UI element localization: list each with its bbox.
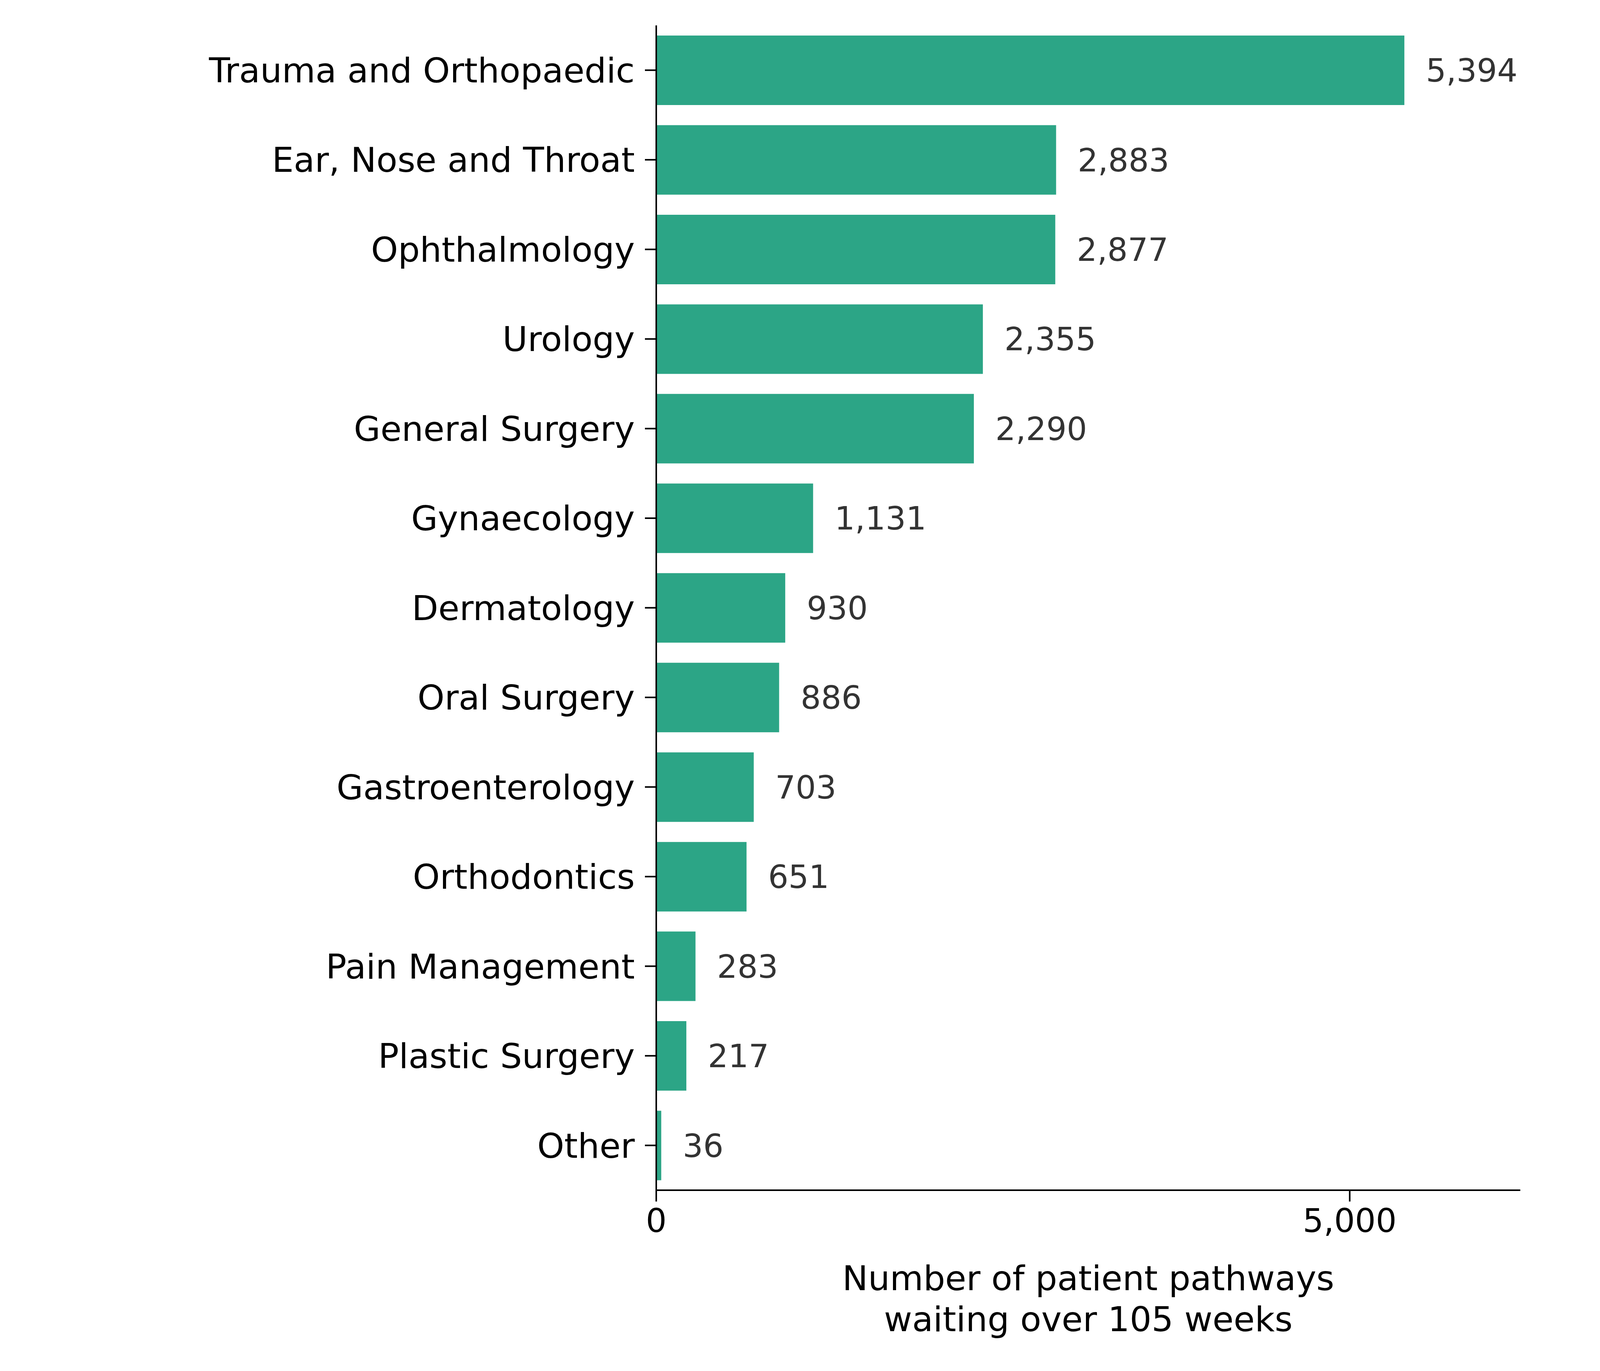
svg-text:Trauma and Orthopaedic: Trauma and Orthopaedic [208, 50, 635, 91]
svg-text:Ophthalmology: Ophthalmology [371, 229, 635, 270]
svg-text:2,877: 2,877 [1076, 231, 1169, 269]
svg-text:2,355: 2,355 [1004, 320, 1097, 358]
svg-text:2,883: 2,883 [1077, 141, 1170, 179]
svg-text:Urology: Urology [502, 319, 635, 360]
svg-text:217: 217 [707, 1037, 770, 1075]
svg-text:Gastroenterology: Gastroenterology [336, 767, 635, 808]
svg-text:Gynaecology: Gynaecology [410, 498, 635, 539]
svg-text:Number of patient pathwayswait: Number of patient pathwayswaiting over 1… [842, 1258, 1334, 1340]
svg-text:886: 886 [800, 679, 863, 717]
svg-text:Orthodontics: Orthodontics [412, 857, 635, 898]
svg-text:Oral Surgery: Oral Surgery [417, 677, 635, 718]
svg-text:1,131: 1,131 [834, 500, 927, 538]
svg-text:283: 283 [716, 948, 779, 986]
svg-text:651: 651 [767, 858, 830, 896]
svg-text:Other: Other [537, 1126, 636, 1167]
svg-text:0: 0 [645, 1201, 667, 1241]
svg-text:36: 36 [682, 1127, 724, 1165]
svg-text:Plastic Surgery: Plastic Surgery [378, 1036, 635, 1077]
svg-text:Ear, Nose and Throat: Ear, Nose and Throat [271, 139, 635, 181]
svg-text:703: 703 [775, 769, 837, 807]
svg-text:2,290: 2,290 [995, 410, 1088, 448]
svg-text:Dermatology: Dermatology [411, 588, 635, 629]
svg-text:930: 930 [806, 589, 868, 627]
svg-text:General Surgery: General Surgery [353, 408, 635, 450]
svg-text:Pain Management: Pain Management [325, 946, 635, 988]
svg-text:5,000: 5,000 [1302, 1201, 1397, 1241]
svg-text:5,394: 5,394 [1425, 51, 1518, 90]
